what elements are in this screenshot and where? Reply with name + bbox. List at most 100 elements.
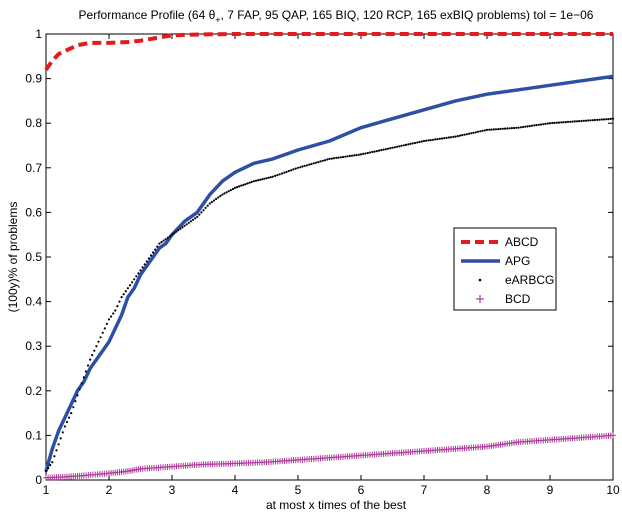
series-point-earbcg: [420, 140, 423, 143]
chart-title-subscript: +: [215, 15, 220, 25]
series-point-earbcg: [212, 199, 216, 202]
series-point-earbcg: [452, 135, 455, 138]
x-tick-label: 8: [484, 483, 491, 497]
y-axis-label: (100y)% of problems: [6, 202, 20, 313]
series-point-earbcg: [287, 169, 290, 173]
series-point-earbcg: [51, 461, 54, 464]
series-point-earbcg: [168, 235, 171, 238]
series-lines: [43, 32, 616, 481]
series-point-earbcg: [257, 179, 260, 182]
series-point-earbcg: [609, 117, 612, 120]
series-point-earbcg: [252, 180, 255, 183]
series-point-earbcg: [431, 138, 435, 141]
series-point-earbcg: [546, 122, 549, 125]
series-point-earbcg: [519, 126, 522, 129]
series-point-earbcg: [296, 166, 300, 169]
series-point-earbcg: [479, 130, 482, 133]
y-tick-label: 0.1: [25, 428, 42, 442]
series-point-earbcg: [584, 119, 588, 122]
series-point-earbcg: [440, 137, 444, 140]
series-point-earbcg: [194, 217, 197, 220]
series-point-earbcg: [593, 118, 597, 122]
series-point-earbcg: [335, 156, 338, 159]
x-tick-label: 5: [295, 483, 302, 497]
series-point-earbcg: [236, 186, 239, 189]
series-point-earbcg: [368, 151, 372, 154]
series-point-earbcg: [166, 236, 169, 239]
y-tick-label: 0.4: [25, 295, 42, 309]
series-point-earbcg: [456, 135, 459, 138]
series-point-earbcg: [319, 160, 322, 163]
series-point-earbcg: [611, 117, 615, 120]
series-point-earbcg: [384, 148, 387, 151]
series-point-earbcg: [308, 163, 311, 166]
series-point-earbcg: [292, 168, 295, 171]
series-point-earbcg: [80, 382, 83, 385]
series-point-earbcg: [600, 118, 603, 121]
series-point-earbcg: [97, 340, 100, 343]
series-point-earbcg: [485, 128, 489, 131]
series-point-earbcg: [143, 263, 146, 266]
series-point-earbcg: [240, 184, 243, 187]
series-point-earbcg: [488, 128, 491, 131]
legend-label-apg: APG: [505, 254, 530, 268]
y-tick-label: 0.9: [25, 72, 42, 86]
series-point-earbcg: [310, 162, 313, 166]
series-point-earbcg: [177, 229, 180, 232]
legend-swatch-earbcg: [478, 278, 482, 282]
series-point-earbcg: [183, 224, 186, 227]
series-point-earbcg: [294, 167, 297, 170]
series-point-earbcg: [582, 119, 585, 122]
series-point-earbcg: [400, 144, 403, 147]
series-point-earbcg: [461, 134, 464, 137]
legend-label-earbcg: eARBCG: [505, 273, 554, 287]
series-point-earbcg: [416, 141, 419, 144]
series-point-earbcg: [346, 155, 349, 158]
series-point-earbcg: [202, 209, 205, 212]
series-point-earbcg: [373, 150, 376, 153]
y-tick-label: 0: [35, 473, 42, 487]
series-point-earbcg: [274, 174, 277, 177]
series-point-earbcg: [261, 178, 264, 181]
x-tick-label: 3: [169, 483, 176, 497]
series-point-earbcg: [149, 254, 153, 257]
series-point-earbcg: [72, 406, 75, 409]
x-tick-label: 10: [606, 483, 620, 497]
series-point-earbcg: [133, 278, 136, 281]
series-point-earbcg: [280, 172, 284, 175]
series-point-earbcg: [114, 309, 117, 312]
series-point-earbcg: [449, 136, 453, 139]
series-point-earbcg: [472, 131, 475, 134]
series-point-earbcg: [602, 118, 606, 121]
series-point-earbcg: [110, 315, 113, 318]
series-point-earbcg: [573, 120, 576, 123]
series-point-earbcg: [362, 152, 365, 155]
series-point-earbcg: [198, 213, 201, 216]
series-point-earbcg: [101, 331, 104, 334]
series-point-earbcg: [86, 364, 90, 367]
series-point-earbcg: [89, 358, 92, 361]
series-point-earbcg: [353, 154, 356, 157]
series-point-earbcg: [526, 125, 529, 128]
series-point-earbcg: [131, 281, 134, 284]
series-point-earbcg: [118, 300, 121, 303]
x-tick-label: 2: [106, 483, 113, 497]
series-point-earbcg: [377, 149, 381, 152]
series-point-earbcg: [537, 123, 540, 126]
series-point-earbcg: [391, 146, 394, 149]
x-tick-label: 6: [358, 483, 365, 497]
series-point-earbcg: [344, 155, 347, 158]
series-point-earbcg: [147, 257, 150, 260]
series-point-earbcg: [542, 123, 545, 126]
series-point-earbcg: [503, 127, 507, 130]
series-point-earbcg: [533, 124, 536, 127]
series-point-earbcg: [55, 449, 58, 452]
series-point-earbcg: [189, 220, 192, 223]
series-point-earbcg: [317, 161, 320, 164]
series-point-earbcg: [181, 226, 184, 229]
series-point-earbcg: [164, 238, 167, 241]
series-point-earbcg: [65, 420, 69, 424]
series-point-earbcg: [271, 175, 274, 178]
series-point-earbcg: [578, 120, 581, 123]
series-point-earbcg: [510, 127, 513, 130]
